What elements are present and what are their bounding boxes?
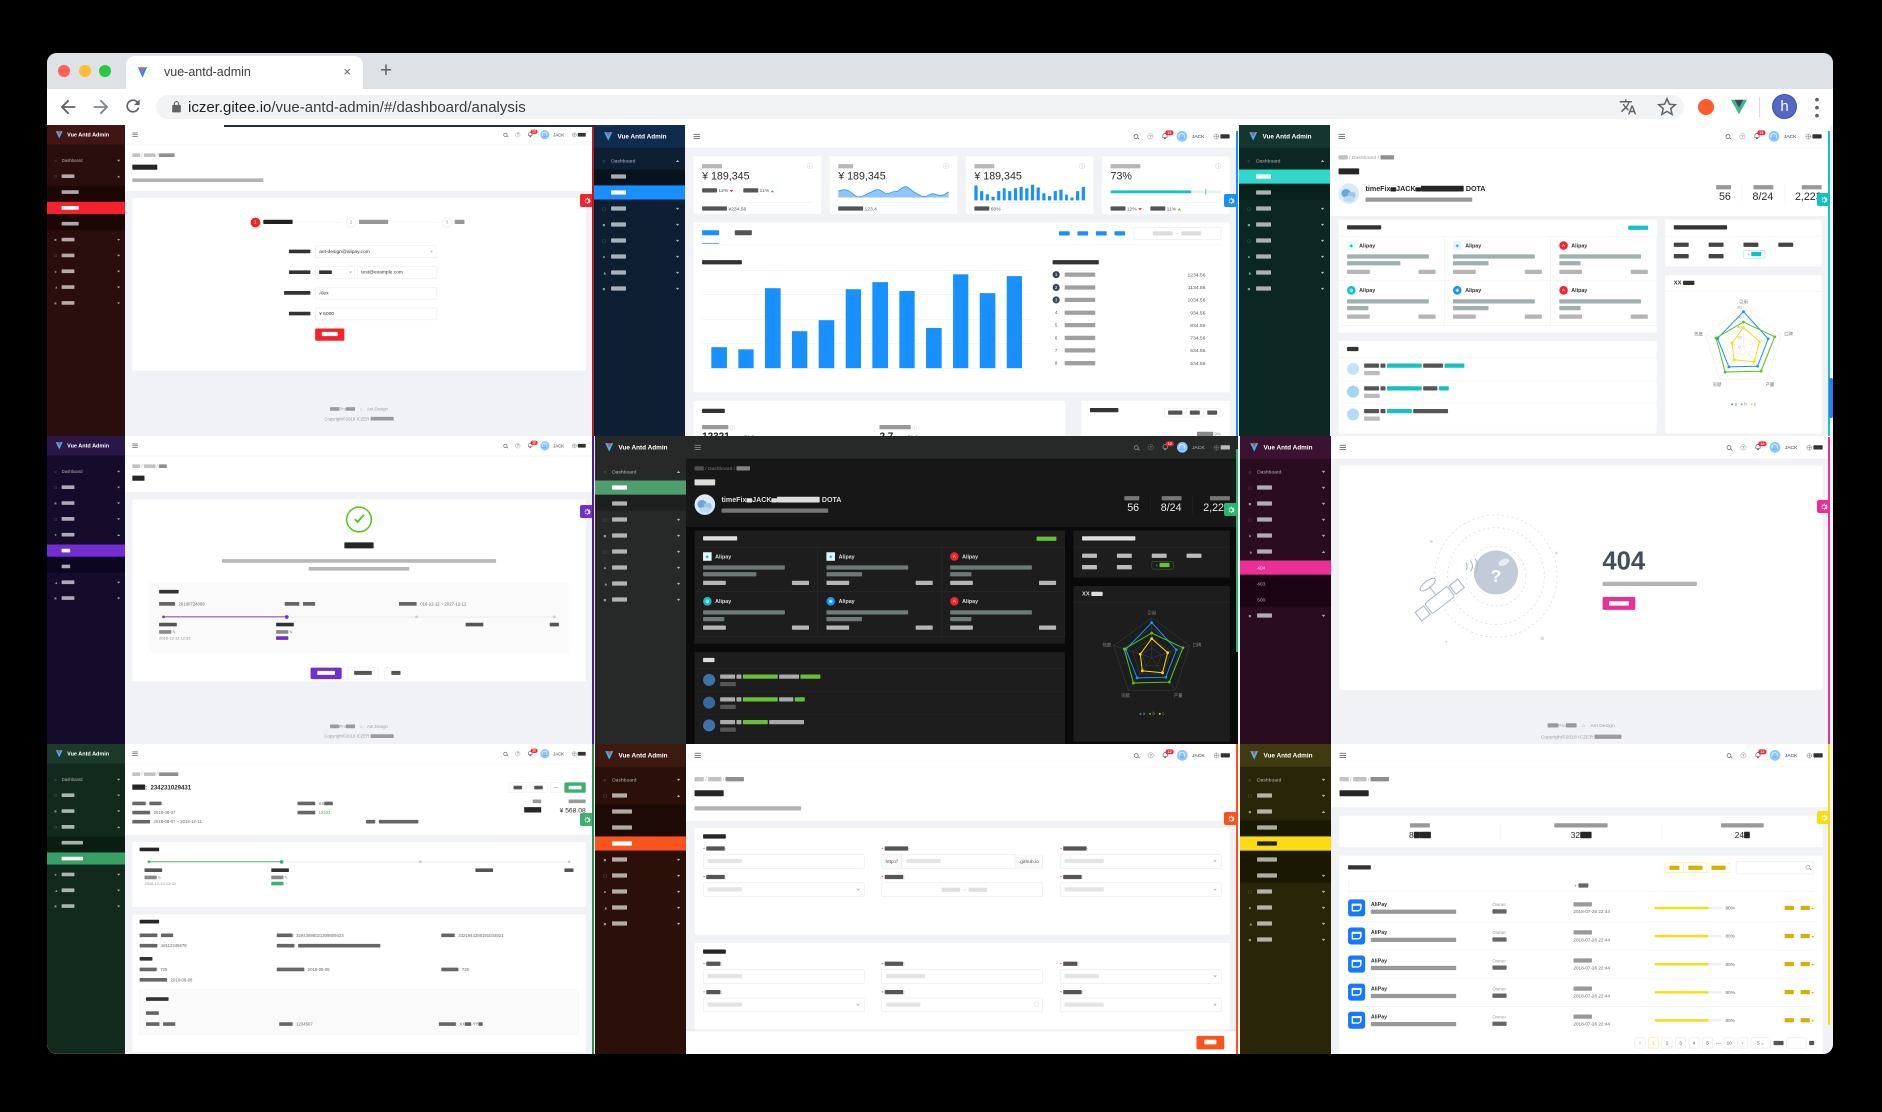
- svg-text:20: 20: [1737, 334, 1742, 339]
- svg-text:产量: 产量: [1765, 381, 1774, 388]
- svg-text:引用: 引用: [1739, 299, 1748, 306]
- svg-text:0: 0: [1738, 344, 1741, 349]
- svg-text:贡献: 贡献: [1713, 381, 1722, 388]
- svg-text:产量: 产量: [1174, 692, 1183, 699]
- svg-text:贡献: 贡献: [1121, 692, 1130, 699]
- svg-text:口碑: 口碑: [1784, 331, 1793, 338]
- svg-text:热度: 热度: [1103, 642, 1112, 649]
- svg-text:?: ?: [1490, 566, 1501, 586]
- svg-text:80: 80: [1737, 304, 1742, 309]
- svg-text:热度: 热度: [1694, 331, 1703, 338]
- svg-text:引用: 引用: [1147, 610, 1156, 617]
- svg-text:40: 40: [1737, 324, 1742, 329]
- svg-text:口碑: 口碑: [1193, 642, 1202, 649]
- svg-text:60: 60: [1737, 314, 1742, 319]
